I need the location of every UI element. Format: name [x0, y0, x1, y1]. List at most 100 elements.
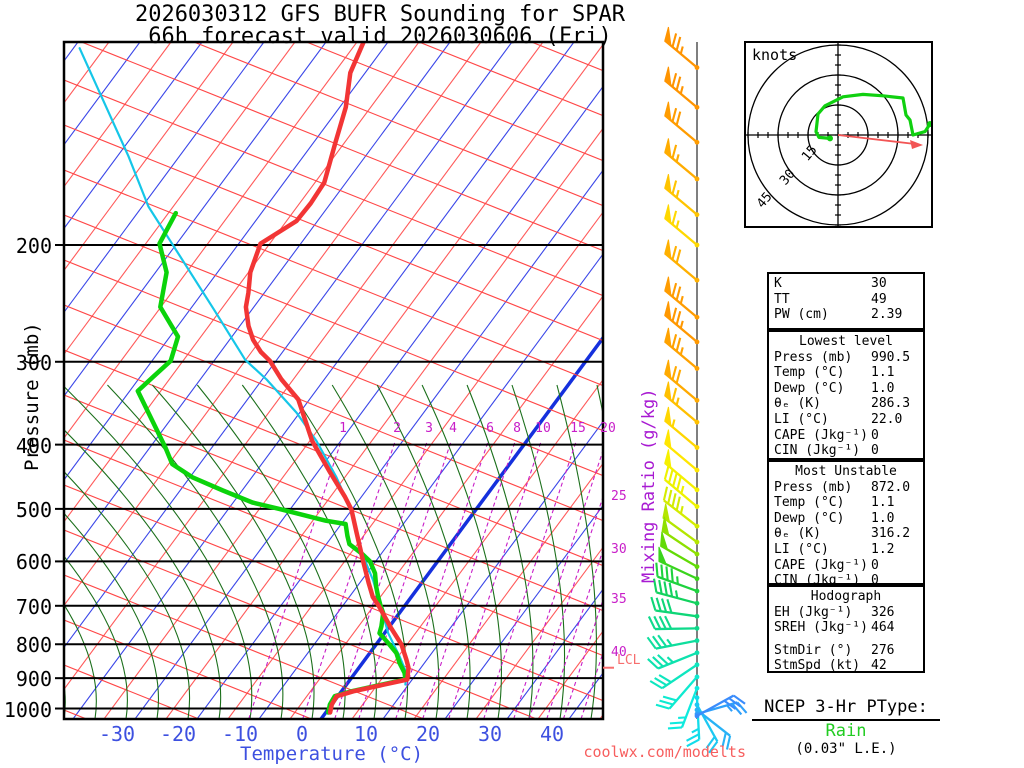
stat-label: LI (°C)	[774, 411, 829, 427]
stat-row: K 30	[774, 276, 923, 292]
stat-label: PW (cm)	[774, 307, 829, 323]
hodograph-units-label: knots	[752, 46, 798, 64]
stat-label: EH (Jkg⁻¹)	[774, 604, 853, 620]
stat-value: 2.39	[871, 307, 903, 323]
stat-row: LI (°C) 1.2	[774, 542, 923, 558]
stat-value: 42	[871, 658, 887, 674]
panel-lowest-level: Lowest level Press (mb) 990.5 Temp (°C) 1.1 D…	[767, 330, 925, 460]
temperature-tick-label: -10	[221, 722, 259, 746]
stat-label: CAPE (Jkg⁻¹)	[774, 427, 868, 443]
stat-row: SREH (Jkg⁻¹) 464	[774, 620, 923, 636]
stat-value: 22.0	[871, 411, 903, 427]
temperature-tick-label: -30	[98, 722, 136, 746]
stat-value: 0	[871, 427, 879, 443]
stat-label: Press (mb)	[774, 479, 853, 495]
stat-row: StmSpd (kt) 42	[774, 658, 923, 674]
ptype-header: NCEP 3-Hr PType:	[752, 697, 940, 721]
stat-value: 0	[871, 573, 879, 589]
stat-value: 0	[871, 443, 879, 459]
pressure-tick-label: 600	[15, 550, 52, 575]
pressure-tick-label: 200	[15, 234, 52, 258]
stat-value: 286.3	[871, 396, 911, 412]
stat-value: 1.1	[871, 365, 895, 381]
stat-value: 326	[871, 604, 895, 620]
stat-value: 276	[871, 642, 895, 658]
lcl-label: LCL	[617, 653, 641, 668]
stat-value: 49	[871, 291, 887, 307]
stat-row: Dewp (°C) 1.0	[774, 381, 923, 397]
stat-row: TT 49	[774, 292, 923, 308]
stat-label: Temp (°C)	[774, 495, 845, 511]
watermark: coolwx.com/modelts	[583, 743, 746, 761]
temperature-tick-label: 10	[353, 722, 379, 746]
stat-label: Temp (°C)	[774, 365, 845, 381]
pressure-tick-label: 900	[15, 667, 52, 692]
stat-row: Temp (°C) 1.1	[774, 495, 923, 511]
stat-row: Temp (°C) 1.1	[774, 365, 923, 381]
chart-title-line2: 66h forecast valid 2026030606 (Fri)	[148, 24, 612, 49]
stat-label: CAPE (Jkg⁻¹)	[774, 557, 868, 573]
pressure-tick-label: 800	[15, 633, 52, 658]
panel-most-unstable: Most Unstable Press (mb) 872.0 Temp (°C) 1.1…	[767, 460, 925, 588]
stat-label: CIN (Jkg⁻¹)	[774, 573, 861, 589]
temperature-tick-label: 20	[415, 722, 441, 746]
stat-value: 1.0	[871, 380, 895, 396]
stat-label: Dewp (°C)	[774, 380, 845, 396]
stat-label: StmDir (°)	[774, 642, 853, 658]
stat-label: CIN (Jkg⁻¹)	[774, 443, 861, 459]
temperature-tick-label: -20	[159, 722, 197, 746]
stat-row: Dewp (°C) 1.0	[774, 511, 923, 527]
stat-row: PW (cm) 2.39	[774, 307, 923, 323]
stat-row: StmDir (°) 276	[774, 643, 923, 659]
panel-title: Lowest level	[799, 334, 893, 349]
stat-value: 1.0	[871, 510, 895, 526]
temperature-tick-label: 0	[295, 722, 309, 746]
stat-row: θₑ (K) 286.3	[774, 396, 923, 412]
panel-title: Hodograph	[810, 589, 882, 604]
stat-row: CIN (Jkg⁻¹) 0	[774, 443, 923, 459]
stat-row: Press (mb) 990.5	[774, 350, 923, 366]
ptype-block: NCEP 3-Hr PType: Rain (0.03" L.E.)	[752, 697, 940, 757]
stat-label: StmSpd (kt)	[774, 658, 861, 674]
pressure-tick-label: 400	[15, 433, 52, 458]
mixing-ratio-label: 40	[611, 645, 627, 660]
stat-row: CAPE (Jkg⁻¹) 0	[774, 558, 923, 574]
stat-value: 872.0	[871, 479, 911, 495]
temperature-tick-label: 40	[539, 722, 565, 746]
stat-value: 1.1	[871, 495, 895, 511]
mixing-ratio-label: 3	[425, 421, 433, 436]
stat-value: 316.2	[871, 526, 911, 542]
stat-row: EH (Jkg⁻¹) 326	[774, 605, 923, 621]
mixing-ratio-label: 20	[600, 421, 616, 436]
stat-row: CAPE (Jkg⁻¹) 0	[774, 428, 923, 444]
stat-label: θₑ (K)	[774, 526, 821, 542]
stat-label: TT	[774, 291, 790, 307]
stat-label: Dewp (°C)	[774, 510, 845, 526]
mixing-ratio-label: 25	[611, 489, 627, 504]
stat-label: SREH (Jkg⁻¹)	[774, 620, 868, 636]
mixing-ratio-label: 10	[535, 421, 551, 436]
mixing-ratio-label: 30	[611, 542, 627, 557]
pressure-tick-label: 300	[15, 350, 52, 375]
temperature-tick-label: 30	[477, 722, 503, 746]
stat-row: LI (°C) 22.0	[774, 412, 923, 428]
stat-label: θₑ (K)	[774, 396, 821, 412]
mixing-ratio-label: 2	[393, 421, 401, 436]
stat-row: θₑ (K) 316.2	[774, 526, 923, 542]
stat-label: K	[774, 276, 782, 291]
stat-row: Press (mb) 872.0	[774, 480, 923, 496]
mixing-ratio-label: 8	[513, 421, 521, 436]
stat-value: 30	[871, 276, 887, 291]
panel-title: Most Unstable	[795, 464, 897, 479]
stat-label: Press (mb)	[774, 349, 853, 365]
temperature-axis-label: Temperature (°C)	[240, 743, 424, 765]
mixing-ratio-axis-label: Mixing Ratio (g/kg)	[639, 388, 659, 583]
chart-title-line1: 2026030312 GFS BUFR Sounding for SPAR	[134, 2, 626, 27]
mixing-ratio-label: 4	[449, 421, 457, 436]
stat-value: 990.5	[871, 349, 911, 365]
pressure-tick-label: 1000	[3, 697, 52, 722]
stat-value: 1.2	[871, 541, 895, 557]
pressure-tick-label: 500	[15, 497, 52, 522]
